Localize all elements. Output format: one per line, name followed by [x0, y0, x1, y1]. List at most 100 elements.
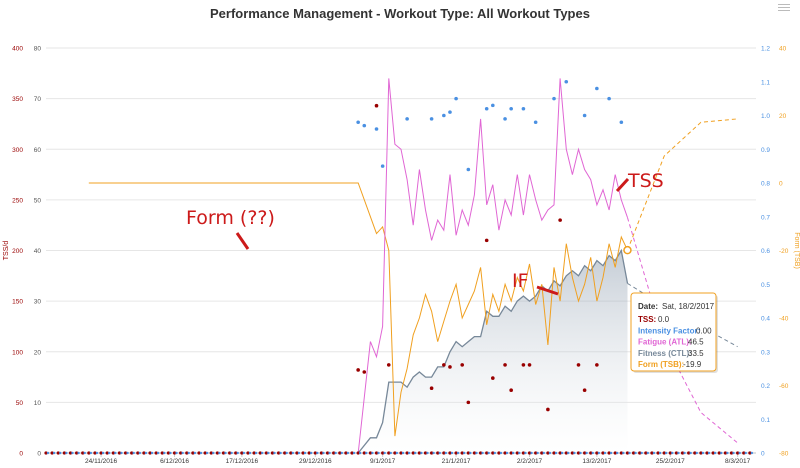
if-point — [466, 167, 471, 172]
zero-tss-point — [552, 451, 556, 455]
zero-if-point — [261, 451, 264, 455]
zero-if-point — [365, 451, 368, 455]
if-point — [619, 120, 624, 125]
zero-tss-point — [87, 451, 91, 455]
if-point — [509, 106, 513, 111]
zero-if-point — [242, 451, 246, 455]
load-axis-tick: 60 — [34, 147, 42, 154]
zero-tss-point — [197, 451, 201, 455]
tss-axis-tick: 0 — [19, 451, 23, 458]
zero-tss-point — [93, 451, 97, 455]
zero-if-point — [524, 451, 527, 455]
tss-axis-tick: 50 — [16, 400, 24, 407]
zero-if-point — [573, 451, 576, 455]
zero-if-point — [187, 451, 190, 455]
tooltip: Date: Sat, 18/2/2017 TSS: 0.0 Intensity Fact… — [630, 292, 718, 373]
load-axis-tick: 50 — [34, 197, 42, 204]
tooltip-date-value: Sat, 18/2/2017 — [662, 302, 715, 311]
zero-tss-point — [289, 451, 293, 455]
zero-tss-point — [393, 451, 397, 455]
zero-if-point — [585, 451, 588, 455]
tss-axis-tick: 300 — [12, 147, 23, 154]
zero-if-point — [444, 451, 448, 455]
zero-tss-point — [472, 451, 477, 455]
if-point — [448, 110, 452, 114]
zero-tss-point — [711, 451, 715, 455]
zero-if-point — [616, 451, 619, 455]
zero-if-point — [108, 451, 111, 455]
zero-tss-point — [344, 451, 348, 455]
hamburger-menu-icon[interactable] — [773, 2, 795, 14]
zero-tss-point — [460, 451, 464, 455]
tsb-axis-tick: -80 — [779, 451, 789, 458]
if-point — [380, 164, 385, 168]
zero-tss-point — [558, 451, 562, 455]
if-point — [533, 120, 538, 125]
zero-if-point — [150, 451, 154, 455]
tss-point — [558, 218, 562, 222]
x-tick-label: 24/11/2016 — [85, 458, 117, 465]
if-axis-tick: 0.8 — [761, 181, 770, 188]
zero-tss-point — [723, 451, 727, 455]
zero-if-point — [340, 451, 343, 455]
zero-if-point — [640, 451, 643, 455]
if-point — [582, 113, 587, 118]
zero-tss-point — [209, 451, 213, 455]
zero-if-point — [199, 451, 203, 455]
zero-tss-point — [246, 451, 250, 455]
zero-if-point — [732, 451, 735, 455]
zero-tss-point — [485, 451, 489, 455]
tooltip-row-value: 0.00 — [696, 326, 712, 335]
zero-tss-point — [75, 451, 79, 455]
zero-tss-point — [338, 451, 342, 455]
zero-tss-point — [154, 451, 158, 455]
if-annotation-arrow — [536, 285, 559, 296]
zero-if-point — [664, 451, 668, 455]
zero-tss-point — [387, 451, 391, 455]
zero-if-point — [628, 451, 631, 455]
zero-if-point — [236, 451, 239, 455]
zero-tss-point — [362, 451, 366, 455]
zero-tss-point — [283, 451, 287, 455]
tss-point — [448, 365, 452, 369]
zero-if-point — [254, 451, 258, 455]
zero-if-point — [132, 451, 135, 455]
zero-tss-point — [68, 451, 73, 455]
tss-point — [546, 407, 550, 412]
tsb-axis-tick: -40 — [779, 316, 789, 323]
zero-tss-point — [466, 451, 470, 455]
if-axis-tick: 0.6 — [761, 248, 770, 255]
zero-tss-point — [142, 451, 146, 455]
zero-tss-point — [662, 451, 666, 455]
zero-if-point — [163, 451, 166, 455]
form-line — [88, 182, 628, 437]
zero-tss-point — [111, 451, 115, 455]
tss-point — [466, 400, 471, 405]
zero-tss-point — [123, 451, 128, 455]
if-point — [503, 117, 507, 121]
zero-tss-point — [601, 451, 605, 455]
zero-tss-point — [619, 451, 623, 455]
zero-tss-point — [448, 451, 452, 455]
x-tick-label: 17/12/2016 — [226, 458, 259, 465]
zero-tss-point — [295, 451, 299, 455]
zero-if-point — [432, 451, 435, 455]
zero-tss-point — [705, 451, 709, 455]
if-axis-tick: 1.0 — [761, 113, 770, 120]
zero-if-point — [352, 451, 356, 455]
chart-title: Performance Management - Workout Type: A… — [210, 6, 590, 21]
zero-if-point — [322, 451, 325, 455]
zero-tss-point — [625, 451, 630, 455]
zero-tss-point — [478, 451, 483, 455]
zero-tss-point — [160, 451, 164, 455]
zero-tss-point — [736, 451, 740, 455]
zero-tss-point — [742, 451, 746, 455]
zero-if-point — [475, 451, 478, 455]
tss-point — [484, 238, 489, 243]
zero-if-point — [377, 451, 380, 455]
x-tick-label: 29/12/2016 — [299, 458, 332, 465]
zero-if-point — [383, 451, 386, 455]
zero-tss-point — [44, 451, 48, 455]
x-tick-label: 25/2/2017 — [656, 458, 685, 465]
